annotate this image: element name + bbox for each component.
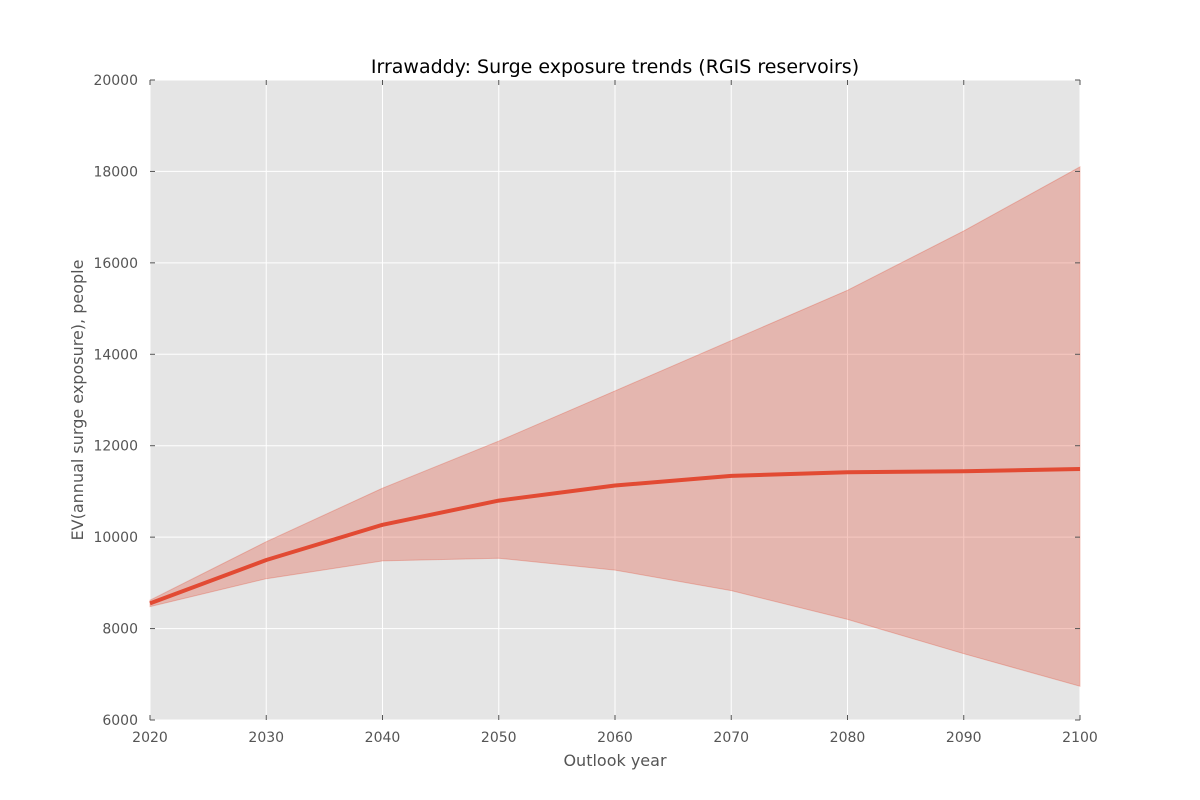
x-tick-label: 2080 (830, 730, 866, 746)
series-line (149, 467, 1081, 606)
x-tick-label: 2050 (481, 730, 517, 746)
x-tick-label: 2100 (1062, 730, 1098, 746)
y-tick-label: 12000 (93, 439, 138, 455)
y-tick-label: 6000 (102, 713, 138, 729)
y-tick-label: 8000 (102, 622, 138, 638)
chart-title: Irrawaddy: Surge exposure trends (RGIS r… (371, 56, 859, 78)
y-tick-label: 14000 (93, 347, 138, 363)
x-tick-label: 2070 (713, 730, 749, 746)
x-tick-label: 2030 (248, 730, 284, 746)
x-tick-label: 2090 (946, 730, 982, 746)
y-tick-label: 10000 (93, 530, 138, 546)
x-tick-labels: 2020 2030 2040 2050 2060 2070 2080 2090 2100 (132, 730, 1098, 746)
y-axis-label: EV(annual surge exposure), people (68, 260, 87, 541)
y-tick-labels: 6000 8000 10000 12000 14000 16000 18000 20000 (93, 73, 138, 729)
y-tick-label: 20000 (93, 73, 138, 89)
x-tick-label: 2060 (597, 730, 633, 746)
y-tick-label: 16000 (93, 256, 138, 272)
x-tick-label: 2040 (365, 730, 401, 746)
uncertainty-band (149, 166, 1081, 687)
x-tick-label: 2020 (132, 730, 168, 746)
x-axis-label: Outlook year (563, 751, 667, 770)
y-tick-label: 18000 (93, 164, 138, 180)
axis-ticks (149, 79, 1081, 721)
